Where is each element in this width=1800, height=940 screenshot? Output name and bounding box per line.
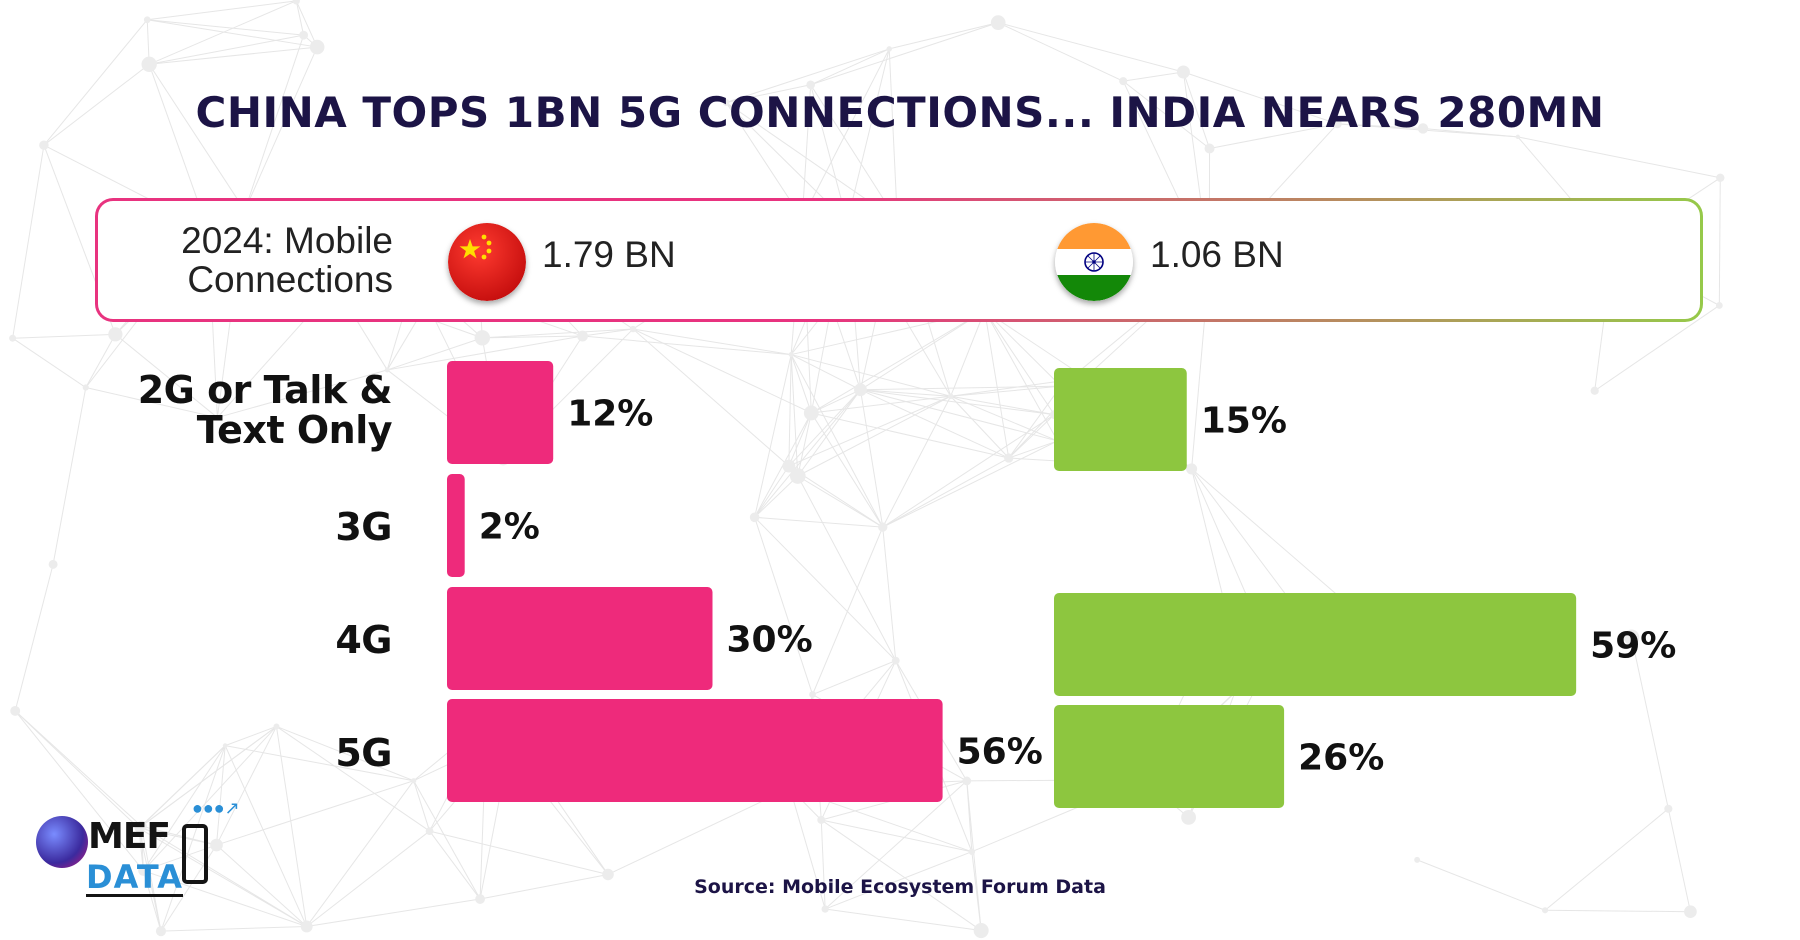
india-value-label-5g: 26%	[1298, 738, 1384, 779]
india-total-connections: 1.06 BN	[1150, 234, 1284, 275]
china-value-label-4g: 30%	[727, 620, 813, 661]
globe-icon	[36, 816, 88, 868]
category-label-2g: 2G or Talk & Text Only	[137, 368, 393, 452]
people-growth-icon: ●●●↗	[192, 798, 240, 818]
summary-label: 2024: Mobile Connections	[181, 220, 393, 300]
china-total-connections: 1.79 BN	[542, 234, 676, 275]
india-bar-5g	[1054, 705, 1285, 808]
china-value-label-3g: 2%	[479, 507, 540, 548]
india-value-label-2g: 15%	[1201, 401, 1287, 442]
source-note: Source: Mobile Ecosystem Forum Data	[694, 876, 1106, 898]
india-value-label-4g: 59%	[1590, 626, 1676, 667]
china-value-label-5g: 56%	[957, 732, 1043, 773]
category-label-4g: 4G	[335, 618, 392, 662]
category-label-5g: 5G	[335, 731, 392, 775]
india-bar-2g	[1054, 368, 1187, 471]
chart-title: CHINA TOPS 1BN 5G CONNECTIONS... INDIA N…	[195, 88, 1605, 137]
india-bar-4g	[1054, 593, 1577, 696]
summary-box: 2024: Mobile Connections 1.79 BN	[95, 198, 1703, 322]
china-flag-icon	[448, 223, 526, 301]
china-bar-5g	[447, 699, 943, 802]
china-bar-3g	[447, 474, 465, 577]
china-bar-4g	[447, 587, 713, 690]
phone-icon	[182, 824, 208, 884]
category-label-3g: 3G	[335, 505, 392, 549]
mef-data-logo: ●●●↗ MEF DATA	[30, 796, 240, 900]
china-bar-2g	[447, 361, 554, 464]
china-value-label-2g: 12%	[567, 394, 653, 435]
